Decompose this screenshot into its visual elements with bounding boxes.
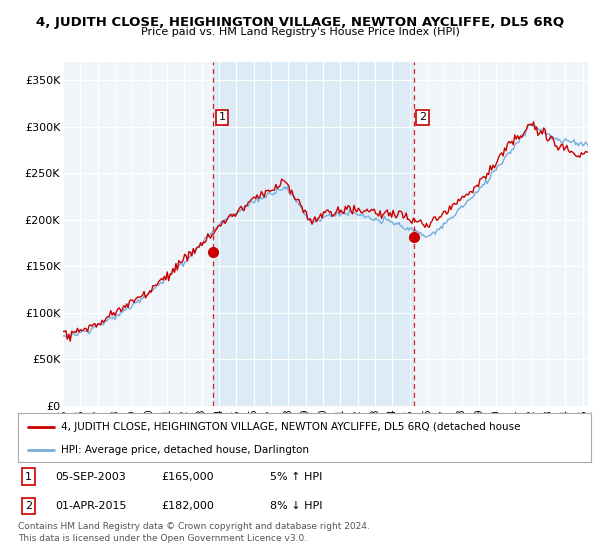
Text: Contains HM Land Registry data © Crown copyright and database right 2024.
This d: Contains HM Land Registry data © Crown c… [18, 522, 370, 543]
Bar [213, 62, 414, 406]
Text: 8% ↓ HPI: 8% ↓ HPI [270, 501, 323, 511]
Text: Price paid vs. HM Land Registry's House Price Index (HPI): Price paid vs. HM Land Registry's House … [140, 27, 460, 37]
Text: £165,000: £165,000 [161, 472, 214, 482]
Text: 05-SEP-2003: 05-SEP-2003 [55, 472, 126, 482]
Text: 5% ↑ HPI: 5% ↑ HPI [270, 472, 322, 482]
Text: 1: 1 [218, 113, 226, 123]
Text: 2: 2 [25, 501, 32, 511]
Text: 01-APR-2015: 01-APR-2015 [55, 501, 127, 511]
Text: HPI: Average price, detached house, Darlington: HPI: Average price, detached house, Darl… [61, 445, 309, 455]
Text: 4, JUDITH CLOSE, HEIGHINGTON VILLAGE, NEWTON AYCLIFFE, DL5 6RQ: 4, JUDITH CLOSE, HEIGHINGTON VILLAGE, NE… [36, 16, 564, 29]
Text: 4, JUDITH CLOSE, HEIGHINGTON VILLAGE, NEWTON AYCLIFFE, DL5 6RQ (detached house: 4, JUDITH CLOSE, HEIGHINGTON VILLAGE, NE… [61, 422, 520, 432]
Text: 1: 1 [25, 472, 32, 482]
Text: 2: 2 [419, 113, 426, 123]
Text: £182,000: £182,000 [161, 501, 214, 511]
